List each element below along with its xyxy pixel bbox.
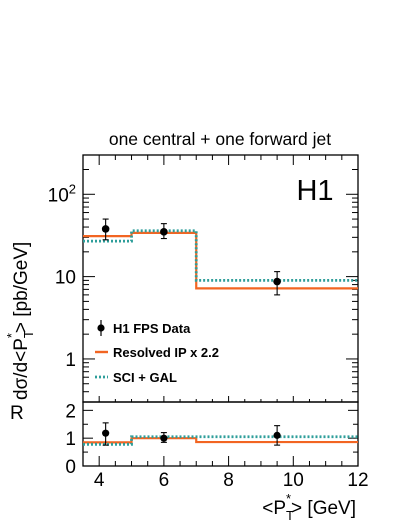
y-axis-label-main: dσ/d<P bbox=[11, 338, 32, 400]
x-tick-label-6: 6 bbox=[159, 470, 170, 491]
x-tick-label-8: 8 bbox=[223, 470, 234, 491]
ratio-line-series-1 bbox=[83, 437, 358, 444]
ratio-tick-label-0: 0 bbox=[65, 457, 76, 478]
x-tick-label-4: 4 bbox=[94, 470, 105, 491]
chart-title: one central + one forward jet bbox=[109, 129, 331, 149]
ratio-tick-label-1: 1 bbox=[65, 429, 76, 450]
legend-data-label: H1 FPS Data bbox=[113, 321, 191, 336]
ratio-ticks bbox=[83, 409, 358, 467]
y-tick-label-100: 102 bbox=[48, 181, 76, 206]
x-ticks bbox=[82, 155, 359, 466]
ratio-point bbox=[273, 431, 281, 439]
ratio-point bbox=[160, 434, 168, 442]
ratio-axis-label: R bbox=[10, 403, 24, 424]
x-axis-label-tail: > [GeV] bbox=[291, 498, 356, 519]
legend-entry-sci: SCI + GAL bbox=[95, 370, 177, 385]
main-plot-area bbox=[83, 218, 358, 296]
main-y-minor-ticks bbox=[83, 154, 358, 403]
ratio-panel-frame bbox=[82, 401, 359, 467]
legend: H1 FPS Data Resolved IP x 2.2 SCI + GAL bbox=[95, 320, 219, 385]
x-tick-label-10: 10 bbox=[283, 470, 304, 491]
y-axis-label: dσ/d<PT*> [pb/GeV] bbox=[4, 242, 36, 400]
data-point bbox=[101, 225, 110, 233]
ratio-plot-area bbox=[83, 422, 358, 446]
histogram-line-series-2 bbox=[83, 229, 358, 282]
x-axis-label: <PT *> [GeV] bbox=[262, 491, 356, 523]
legend-resolved-label: Resolved IP x 2.2 bbox=[113, 345, 219, 360]
legend-entry-resolved: Resolved IP x 2.2 bbox=[95, 345, 219, 360]
legend-data-marker bbox=[97, 324, 105, 332]
data-point bbox=[160, 228, 168, 236]
ratio-tick-label-2: 2 bbox=[65, 401, 76, 422]
y-tick-label-1: 1 bbox=[65, 350, 76, 371]
legend-entry-data: H1 FPS Data bbox=[97, 320, 191, 336]
x-axis-label-sup: * bbox=[286, 491, 291, 506]
x-axis-label-main: <P bbox=[262, 498, 286, 519]
y-tick-label-100-exponent: 2 bbox=[69, 181, 76, 196]
legend-sci-label: SCI + GAL bbox=[113, 370, 177, 385]
ratio-line-series-2 bbox=[83, 435, 358, 446]
y-axis-label-sup: * bbox=[4, 333, 19, 338]
data-point bbox=[273, 277, 281, 286]
y-tick-label-100-base: 10 bbox=[48, 185, 69, 206]
y-axis-label-sub: T bbox=[21, 330, 36, 338]
y-axis-label-tail: > [pb/GeV] bbox=[11, 242, 32, 333]
y-tick-label-10: 10 bbox=[55, 268, 76, 289]
ratio-point bbox=[102, 429, 110, 437]
x-axis-label-sub: T bbox=[286, 508, 294, 523]
experiment-label: H1 bbox=[296, 175, 333, 207]
x-tick-label-12: 12 bbox=[347, 470, 368, 491]
